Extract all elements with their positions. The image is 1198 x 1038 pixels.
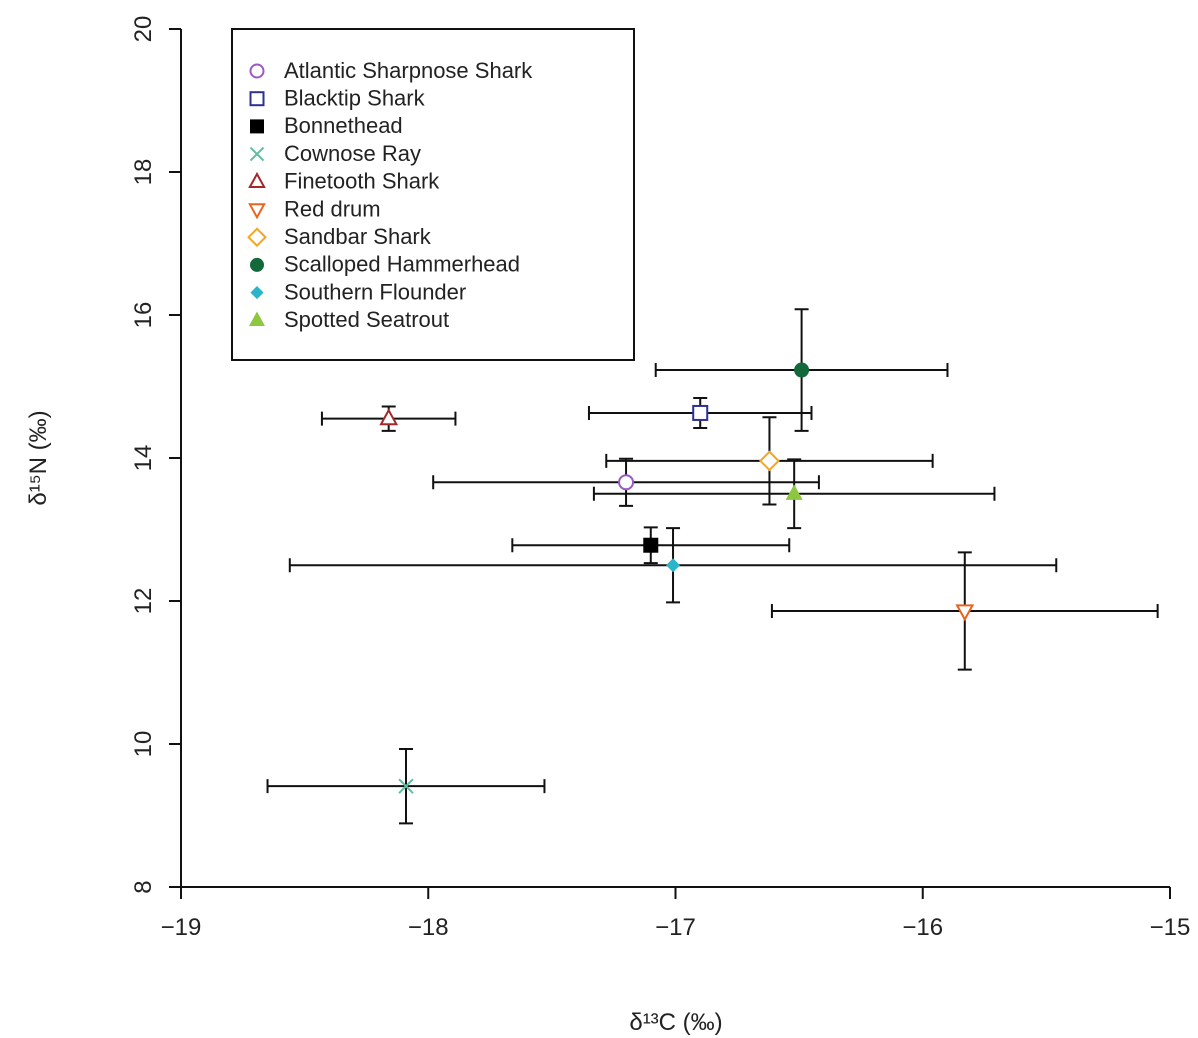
series [511, 526, 791, 565]
y-tick-label: 16 [130, 302, 157, 329]
legend-marker [248, 171, 266, 188]
series [605, 416, 934, 506]
legend-label: Spotted Seatrout [284, 307, 449, 332]
marker [955, 604, 975, 622]
legend-marker [249, 91, 265, 107]
legend-box [231, 28, 635, 361]
legend-marker [250, 119, 264, 134]
legend-marker [250, 286, 264, 300]
legend-label: Bonnethead [284, 113, 403, 138]
marker [643, 537, 659, 553]
legend-marker [250, 257, 264, 272]
legend-marker [249, 63, 265, 79]
legend-marker [247, 227, 267, 248]
marker [666, 558, 681, 573]
marker [758, 450, 780, 472]
y-tick-label: 18 [130, 159, 157, 186]
legend-label: Cownose Ray [284, 141, 421, 166]
marker [794, 362, 810, 378]
y-tick-label: 14 [130, 445, 157, 472]
x-tick-label: −18 [408, 914, 449, 941]
y-tick-label: 8 [130, 880, 157, 893]
y-tick-label: 12 [130, 588, 157, 615]
legend-label: Blacktip Shark [284, 86, 426, 111]
legend-label: Scalloped Hammerhead [284, 252, 520, 277]
x-axis-label: δ¹³C (‰) [629, 1009, 722, 1036]
legend: Atlantic Sharpnose Shark Blacktip SharkBo… [231, 28, 635, 361]
legend-label: Sandbar Shark [284, 224, 432, 249]
marker [379, 408, 399, 426]
y-axis-label: δ¹⁵N (‰) [25, 410, 52, 505]
series [288, 527, 1058, 604]
series [587, 396, 813, 429]
series [654, 308, 949, 432]
x-tick-label: −17 [655, 914, 696, 941]
marker [692, 404, 709, 421]
y-tick-label: 10 [130, 731, 157, 758]
x-tick-label: −19 [161, 914, 202, 941]
legend-label: Red drum [284, 196, 381, 221]
legend-label: Atlantic Sharpnose Shark [284, 58, 533, 83]
marker [618, 474, 635, 491]
marker [398, 778, 414, 794]
x-tick-label: −16 [902, 914, 943, 941]
series [432, 457, 820, 507]
legend-marker [249, 311, 265, 326]
x-tick-label: −15 [1150, 914, 1191, 941]
marker [785, 484, 803, 500]
legend-marker [248, 203, 266, 220]
series [266, 748, 546, 825]
series [592, 458, 996, 530]
y-tick-label: 20 [130, 16, 157, 43]
legend-marker [249, 146, 265, 162]
series [320, 405, 457, 432]
legend-label: Southern Flounder [284, 279, 466, 304]
legend-label: Finetooth Shark [284, 169, 440, 194]
series [770, 551, 1159, 671]
